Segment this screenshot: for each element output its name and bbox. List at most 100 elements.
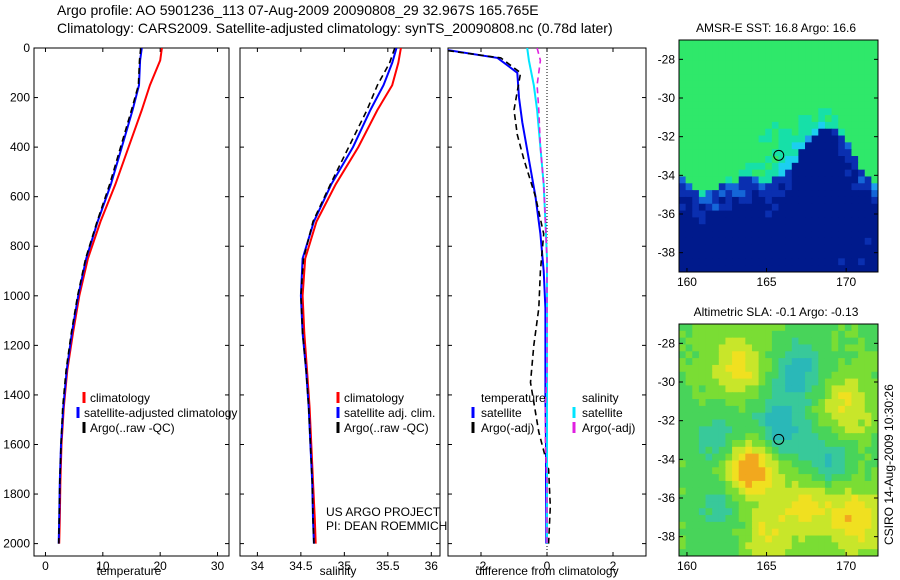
map1-cell xyxy=(705,94,713,103)
map2-cell xyxy=(698,337,707,346)
map1-cell xyxy=(824,149,833,157)
xlabel-difference: difference from climatology xyxy=(475,564,618,578)
map1-cell xyxy=(685,224,693,232)
map2-cell xyxy=(758,480,766,489)
map1-cell xyxy=(871,217,878,225)
map1-cell xyxy=(778,53,786,62)
map1-cell xyxy=(698,87,707,96)
map1-cell xyxy=(725,101,733,109)
map1-cell xyxy=(692,237,700,246)
map2-cell xyxy=(831,480,839,489)
map1-cell xyxy=(771,135,780,143)
map2-cell xyxy=(745,385,753,393)
map2-cell xyxy=(712,542,720,550)
map2-cell xyxy=(818,324,826,332)
temperature-axes xyxy=(33,47,230,557)
map2-cell xyxy=(751,324,760,332)
map2-cell xyxy=(844,337,853,346)
map2-cell xyxy=(765,330,773,339)
map2-cell xyxy=(805,324,813,332)
map2-cell xyxy=(824,521,833,530)
map2-cell xyxy=(864,358,872,366)
map1-cell xyxy=(685,87,693,96)
map1-cell xyxy=(858,101,866,109)
map2-cell xyxy=(771,399,780,407)
map1-cell xyxy=(751,74,760,82)
map1-cell xyxy=(718,149,727,157)
map2-cell xyxy=(818,337,826,346)
map2-cell xyxy=(824,392,833,400)
map2-cell xyxy=(751,358,760,366)
map2-cell xyxy=(765,419,773,427)
map2-cell xyxy=(778,378,786,387)
map1-cell xyxy=(745,237,753,246)
map1-cell xyxy=(718,217,727,225)
map2-cell xyxy=(871,474,878,482)
map2-cell xyxy=(798,494,806,503)
map2-cell xyxy=(725,446,733,455)
map1-cell xyxy=(818,142,826,150)
map1-cell xyxy=(712,101,720,109)
map2-cell xyxy=(785,440,793,448)
map1-cell xyxy=(805,196,813,205)
map2-cell xyxy=(831,508,839,516)
map2-cell xyxy=(811,494,819,503)
map2-cell xyxy=(851,515,859,523)
map1-cell xyxy=(758,53,766,62)
map1-cell xyxy=(698,210,707,219)
map2-cell xyxy=(791,480,799,489)
map1-cell xyxy=(679,74,687,82)
map2-cell xyxy=(805,446,813,455)
map1-cell xyxy=(771,265,780,272)
map2-cell xyxy=(738,508,746,516)
map1-cell xyxy=(778,231,786,239)
map2-cell xyxy=(771,433,780,441)
map1-cell xyxy=(871,128,878,137)
map1-cell xyxy=(738,265,746,272)
map1-cell xyxy=(831,162,839,171)
map2-cell xyxy=(692,426,700,434)
map2-cell xyxy=(798,351,806,359)
map1-cell xyxy=(778,87,786,96)
map2-cell xyxy=(712,364,720,373)
map2-cell xyxy=(679,501,687,509)
map1-cell xyxy=(771,149,780,157)
legend-title-salinity: salinity xyxy=(582,391,619,405)
map2-cell xyxy=(758,419,766,427)
map2-cell xyxy=(745,412,753,421)
map2-cell xyxy=(771,324,780,332)
map2-cell xyxy=(871,521,878,530)
map2-cell xyxy=(685,460,693,468)
map2-cell xyxy=(838,453,846,462)
map1-cell xyxy=(838,203,846,212)
map1-cell xyxy=(851,94,859,103)
map1-cell xyxy=(858,210,866,219)
map2-cell xyxy=(679,344,687,352)
map1-cell xyxy=(705,237,713,246)
map2-cell xyxy=(805,337,813,346)
map1-cell xyxy=(831,196,839,205)
map2-cell xyxy=(844,378,853,387)
map1-cell xyxy=(705,149,713,157)
map1-cell xyxy=(858,149,866,157)
map2-cell xyxy=(864,351,872,359)
profile-lines-panel-0 xyxy=(57,48,163,544)
map2-cell xyxy=(824,371,833,380)
map1-cell xyxy=(765,183,773,191)
map2-cell xyxy=(732,480,740,489)
map2-cell xyxy=(785,364,793,373)
map2-cell xyxy=(805,474,813,482)
map2-cell xyxy=(685,364,693,373)
map2-cell xyxy=(692,521,700,530)
map1-cell xyxy=(732,101,740,109)
map2-cell xyxy=(705,351,713,359)
legend-label-sal-argo: Argo(..raw -QC) xyxy=(344,421,429,435)
map2-cell xyxy=(705,426,713,434)
map2-cell xyxy=(765,501,773,509)
map2-cell xyxy=(785,453,793,462)
map1-cell xyxy=(831,53,839,62)
map1-cell xyxy=(805,46,813,55)
map1-cell xyxy=(844,190,853,198)
map1-cell xyxy=(791,94,799,103)
map2-cell xyxy=(771,412,780,421)
